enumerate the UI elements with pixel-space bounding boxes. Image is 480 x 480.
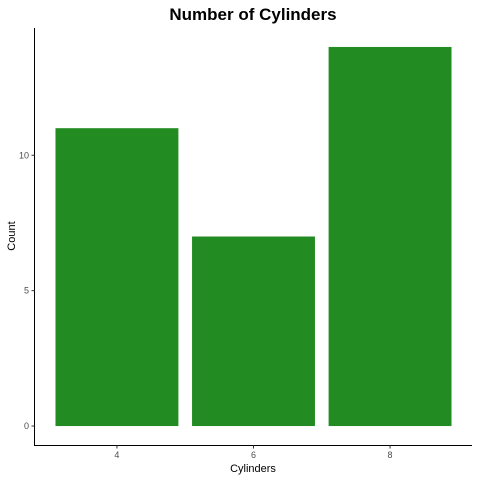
y-tick-label: 0	[24, 421, 29, 431]
y-ticks-group: 0 5 10	[19, 150, 35, 431]
x-tick-label: 6	[251, 450, 256, 460]
x-ticks-group: 4 6 8	[114, 445, 393, 460]
x-tick-label: 4	[114, 450, 119, 460]
y-tick-label: 5	[24, 286, 29, 296]
x-axis-label: Cylinders	[230, 463, 276, 475]
y-axis-label: Count	[6, 221, 18, 250]
bars-group	[55, 46, 452, 427]
y-tick-label: 10	[19, 150, 29, 160]
chart-title: Number of Cylinders	[169, 5, 336, 24]
bar-6	[192, 236, 315, 427]
x-tick-label: 8	[388, 450, 393, 460]
bar-4	[55, 128, 179, 427]
bar-8	[328, 46, 452, 427]
